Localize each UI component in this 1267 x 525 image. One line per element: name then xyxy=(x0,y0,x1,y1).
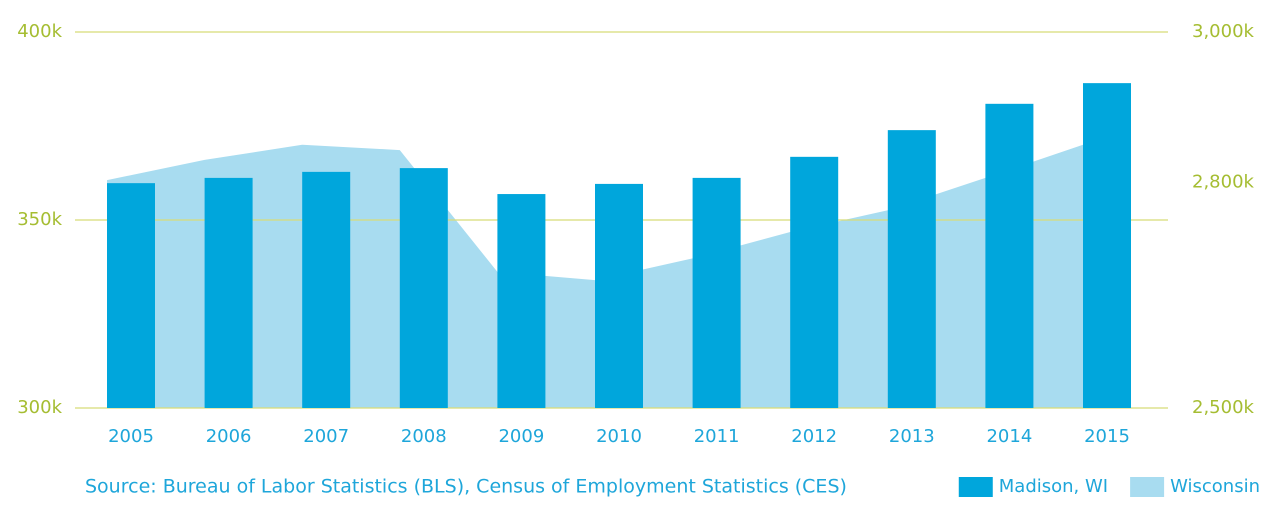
y-tick-label: 300k xyxy=(17,397,62,418)
y-tick-label: 400k xyxy=(17,21,62,42)
bar xyxy=(887,130,936,409)
legend-label: Wisconsin xyxy=(1170,476,1260,497)
x-tick-label: 2009 xyxy=(498,426,544,447)
legend-label: Madison, WI xyxy=(999,476,1108,497)
bar xyxy=(497,194,546,408)
source-note: Source: Bureau of Labor Statistics (BLS)… xyxy=(85,476,847,498)
y2-tick-label: 3,000k xyxy=(1192,21,1255,42)
legend-swatch xyxy=(1130,477,1165,497)
bar xyxy=(204,177,253,408)
x-tick-label: 2006 xyxy=(206,426,252,447)
y2-tick-label: 2,800k xyxy=(1192,171,1255,192)
x-tick-label: 2005 xyxy=(108,426,154,447)
bar xyxy=(595,183,643,408)
x-tick-label: 2015 xyxy=(1084,426,1130,447)
legend-swatch xyxy=(958,477,993,497)
bar xyxy=(107,183,155,408)
x-tick-label: 2012 xyxy=(791,426,837,447)
x-tick-label: 2007 xyxy=(303,426,349,447)
x-tick-label: 2014 xyxy=(986,426,1032,447)
area-layer xyxy=(107,144,1083,409)
area xyxy=(107,144,1083,409)
bar xyxy=(692,177,741,408)
x-tick-label: 2010 xyxy=(596,426,642,447)
bar xyxy=(399,168,448,408)
bar xyxy=(790,156,839,408)
x-tick-label: 2011 xyxy=(694,426,740,447)
x-tick-label: 2008 xyxy=(401,426,447,447)
bar xyxy=(985,103,1034,408)
x-tick-label: 2013 xyxy=(889,426,935,447)
bar xyxy=(302,171,351,408)
bar xyxy=(1083,83,1131,409)
y2-tick-label: 2,500k xyxy=(1192,397,1255,418)
bar-layer xyxy=(107,83,1131,409)
y-tick-label: 350k xyxy=(17,209,62,230)
